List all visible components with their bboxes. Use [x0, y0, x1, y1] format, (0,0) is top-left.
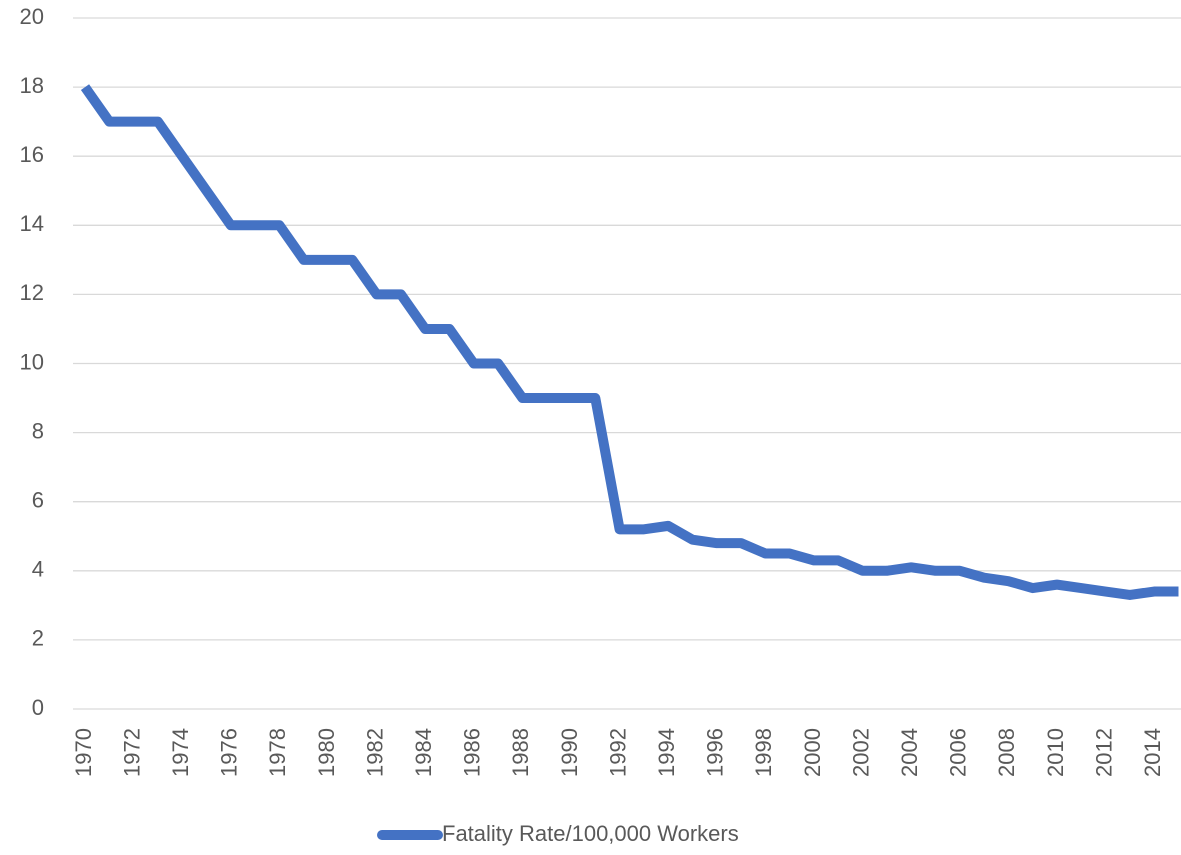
x-tick-label: 2004: [897, 728, 922, 777]
y-tick-label: 12: [20, 280, 44, 305]
x-tick-label: 2010: [1043, 728, 1068, 777]
x-tick-label: 1970: [71, 728, 96, 777]
x-tick-label: 1974: [168, 728, 193, 777]
y-tick-label: 4: [32, 557, 44, 582]
y-tick-label: 8: [32, 418, 44, 443]
y-tick-label: 2: [32, 626, 44, 651]
x-tick-label: 1996: [703, 728, 728, 777]
y-tick-label: 20: [20, 4, 44, 29]
data-line: [80, 84, 1179, 600]
x-tick-label: 2000: [800, 728, 825, 777]
x-tick-label: 2008: [994, 728, 1019, 777]
y-tick-label: 18: [20, 73, 44, 98]
x-tick-label: 1984: [411, 728, 436, 777]
y-tick-label: 0: [32, 695, 44, 720]
x-tick-label: 1998: [751, 728, 776, 777]
x-tick-label: 1990: [557, 728, 582, 777]
x-tick-label: 1994: [654, 728, 679, 777]
y-tick-label: 16: [20, 142, 44, 167]
y-tick-label: 10: [20, 349, 44, 374]
x-tick-label: 1988: [508, 728, 533, 777]
x-tick-label: 1992: [605, 728, 630, 777]
legend-label: Fatality Rate/100,000 Workers: [442, 821, 739, 846]
x-tick-label: 2002: [848, 728, 873, 777]
x-tick-label: 1980: [314, 728, 339, 777]
x-tick-label: 2012: [1091, 728, 1116, 777]
x-tick-label: 1982: [362, 728, 387, 777]
x-tick-label: 1978: [265, 728, 290, 777]
x-tick-label: 2014: [1140, 728, 1165, 777]
x-tick-label: 2006: [946, 728, 971, 777]
y-tick-label: 14: [20, 211, 44, 236]
y-tick-label: 6: [32, 488, 44, 513]
x-tick-label: 1986: [460, 728, 485, 777]
x-tick-label: 1976: [217, 728, 242, 777]
x-tick-label: 1972: [119, 728, 144, 777]
